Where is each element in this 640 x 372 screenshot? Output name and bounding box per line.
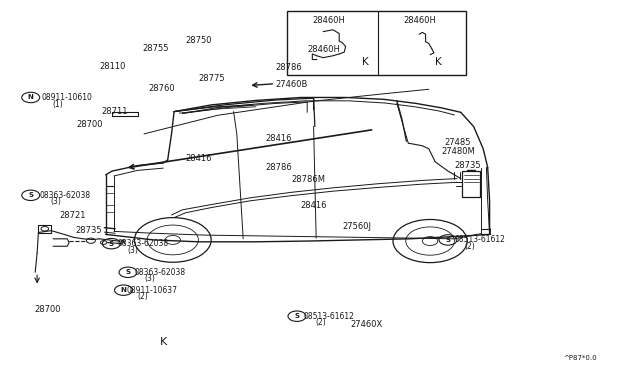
Text: S: S xyxy=(445,237,451,243)
Text: 28786M: 28786M xyxy=(291,175,325,184)
Text: 28416: 28416 xyxy=(186,154,212,163)
Text: 27460X: 27460X xyxy=(351,320,383,329)
Text: 28735: 28735 xyxy=(454,161,481,170)
Text: 08911-10610: 08911-10610 xyxy=(42,93,92,102)
Text: 28416: 28416 xyxy=(301,201,327,210)
Text: 28786: 28786 xyxy=(275,63,302,72)
Text: 08363-62038: 08363-62038 xyxy=(40,191,91,200)
Text: 28760: 28760 xyxy=(148,84,175,93)
Text: 28460H: 28460H xyxy=(312,16,345,25)
Text: 28711: 28711 xyxy=(101,107,127,116)
Text: 27460B: 27460B xyxy=(275,80,308,89)
Text: 28735: 28735 xyxy=(76,226,102,235)
Text: (3): (3) xyxy=(145,275,156,283)
Text: 08513-61612: 08513-61612 xyxy=(454,235,505,244)
Text: 08363-62038: 08363-62038 xyxy=(117,239,168,248)
Text: S: S xyxy=(294,313,300,319)
Text: N: N xyxy=(28,94,34,100)
Text: 08363-62038: 08363-62038 xyxy=(134,268,186,277)
Text: (2): (2) xyxy=(138,292,148,301)
Text: 28721: 28721 xyxy=(60,211,86,220)
Text: 28416: 28416 xyxy=(266,134,292,143)
Text: S: S xyxy=(28,192,33,198)
Text: (1): (1) xyxy=(52,100,63,109)
Bar xyxy=(287,11,466,75)
Text: 27480M: 27480M xyxy=(442,147,476,156)
Text: 27560J: 27560J xyxy=(342,222,371,231)
Text: (2): (2) xyxy=(465,242,476,251)
Text: 28786: 28786 xyxy=(266,163,292,172)
Text: K: K xyxy=(160,337,167,347)
Text: S: S xyxy=(125,269,131,275)
Text: 27485: 27485 xyxy=(445,138,471,147)
Text: K: K xyxy=(362,58,369,67)
Text: K: K xyxy=(435,58,442,67)
Text: (2): (2) xyxy=(315,318,326,327)
Text: 28700: 28700 xyxy=(77,120,103,129)
Text: (3): (3) xyxy=(51,198,61,206)
Text: 28460H: 28460H xyxy=(307,45,340,54)
Text: ^P87*0.0: ^P87*0.0 xyxy=(563,355,597,361)
Text: 28700: 28700 xyxy=(34,305,60,314)
Text: 28110: 28110 xyxy=(99,62,125,71)
Text: 28750: 28750 xyxy=(186,36,212,45)
Text: N: N xyxy=(120,287,127,293)
Text: S: S xyxy=(109,241,114,247)
Text: 28460H: 28460H xyxy=(403,16,436,25)
Text: 08911-10637: 08911-10637 xyxy=(127,286,178,295)
Text: (3): (3) xyxy=(127,246,138,255)
Text: 28775: 28775 xyxy=(198,74,225,83)
Text: 28755: 28755 xyxy=(142,44,168,53)
Text: 08513-61612: 08513-61612 xyxy=(303,312,354,321)
